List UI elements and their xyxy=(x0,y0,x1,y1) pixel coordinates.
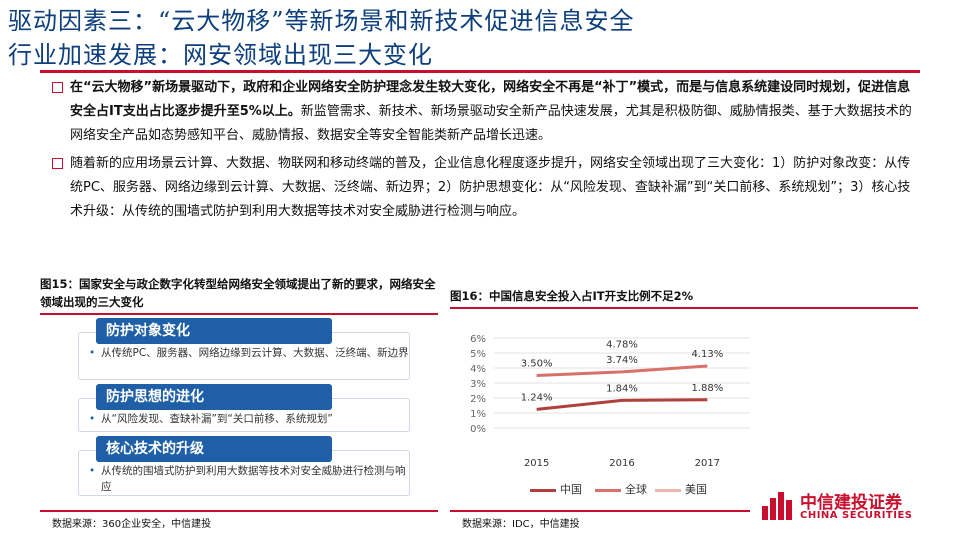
legend-label: 美国 xyxy=(685,483,707,496)
logo-mark-icon xyxy=(762,492,792,520)
data-label: 1.84% xyxy=(606,383,638,394)
legend-swatch xyxy=(530,488,556,492)
data-label: 1.24% xyxy=(521,392,553,403)
legend-item: 美国 xyxy=(655,481,707,497)
legend-item: 中国 xyxy=(530,481,582,497)
x-tick-label: 2015 xyxy=(524,458,549,469)
figure-15-title: 图15：国家安全与政企数字化转型给网络安全领域提出了新的要求，网络安全领域出现的… xyxy=(40,277,436,309)
figure-16: 图16：中国信息安全投入占IT开支比例不足2% xyxy=(450,287,918,309)
figure-15: 图15：国家安全与政企数字化转型给网络安全领域提出了新的要求，网络安全领域出现的… xyxy=(40,275,438,315)
change-block-title: 防护对象变化 xyxy=(96,318,332,344)
bullet-bold-text: 在“云大物移”新场景驱动下，政府和企业网络安全防护理念发生较大变化，网络安全不再… xyxy=(70,80,911,119)
logo-en: CHINA SECURITIES xyxy=(800,510,913,521)
figure-15-rule xyxy=(40,313,438,315)
bullet-item: 随着新的应用场景云计算、大数据、物联网和移动终端的普及，企业信息化程度逐步提升，… xyxy=(52,152,914,224)
page-title-line2: 行业加速发展：网安领域出现三大变化 xyxy=(8,41,433,69)
y-tick-label: 3% xyxy=(470,379,486,390)
change-item: 从传统PC、服务器、网络边缘到云计算、大数据、泛终端、新边界 xyxy=(79,345,409,361)
change-item: 从传统的围墙式防护到利用大数据等技术对安全威胁进行检测与响应 xyxy=(79,463,409,495)
y-tick-label: 1% xyxy=(470,409,486,420)
logo-cn: 中信建投证券 xyxy=(800,493,902,513)
legend-swatch xyxy=(595,488,621,492)
y-tick-label: 5% xyxy=(470,349,486,360)
y-tick-label: 6% xyxy=(470,334,486,345)
bullet-text: 随着新的应用场景云计算、大数据、物联网和移动终端的普及，企业信息化程度逐步提升，… xyxy=(70,156,911,219)
line-chart: 0% 1% 2% 3% 4% 5% 6% 2015 2016 2017 1.24% 1.84% 1.… xyxy=(470,334,750,469)
figure-16-rule xyxy=(450,307,918,309)
change-block-title: 防护思想的进化 xyxy=(96,384,332,410)
legend-swatch xyxy=(655,488,681,492)
legend-label: 中国 xyxy=(560,483,582,496)
figure-16-source: 数据来源：IDC，中信建投 xyxy=(462,519,580,530)
data-label: 1.88% xyxy=(691,383,723,394)
y-tick-label: 0% xyxy=(470,424,486,435)
y-tick-label: 2% xyxy=(470,394,486,405)
change-item: 从“风险发现、查缺补漏”到“关口前移、系统规划” xyxy=(79,411,409,427)
x-tick-label: 2016 xyxy=(609,458,634,469)
figure-16-bottom-rule xyxy=(450,510,750,512)
bullet-item: 在“云大物移”新场景驱动下，政府和企业网络安全防护理念发生较大变化，网络安全不再… xyxy=(52,76,914,148)
title-divider xyxy=(40,70,920,73)
legend-item: 全球 xyxy=(595,481,647,497)
data-label: 4.78% xyxy=(606,339,638,350)
page-title: 驱动因素三：“云大物移”等新场景和新技术促进信息安全 行业加速发展：网安领域出现… xyxy=(8,4,952,72)
square-bullet-icon xyxy=(52,158,63,169)
page-title-line1: 驱动因素三：“云大物移”等新场景和新技术促进信息安全 xyxy=(8,7,635,35)
legend-label: 全球 xyxy=(625,483,647,496)
y-tick-label: 4% xyxy=(470,364,486,375)
bullet-list: 在“云大物移”新场景驱动下，政府和企业网络安全防护理念发生较大变化，网络安全不再… xyxy=(52,76,914,228)
data-label: 3.50% xyxy=(521,359,553,370)
bullet-text: 新监管需求、新技术、新场景驱动安全新产品快速发展，尤其是积极防御、威胁情报类、基… xyxy=(70,104,912,143)
x-tick-label: 2017 xyxy=(695,458,720,469)
data-label: 4.13% xyxy=(691,349,723,360)
change-block-title: 核心技术的升级 xyxy=(96,436,332,462)
data-label: 3.74% xyxy=(606,355,638,366)
figure-15-bottom-rule xyxy=(40,510,438,512)
series-line xyxy=(536,364,708,377)
square-bullet-icon xyxy=(52,82,63,93)
series-line xyxy=(536,398,708,411)
figure-15-source: 数据来源：360企业安全，中信建投 xyxy=(52,519,212,530)
figure-16-title: 图16：中国信息安全投入占IT开支比例不足2% xyxy=(450,289,694,303)
